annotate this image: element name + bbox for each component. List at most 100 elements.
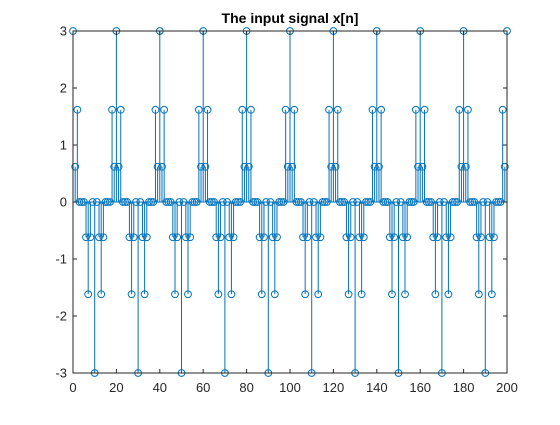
stem-marker — [429, 233, 438, 242]
stem-marker — [418, 162, 427, 171]
stem-marker — [138, 233, 147, 242]
x-tick-label: 160 — [409, 380, 431, 395]
stem-marker — [212, 233, 221, 242]
stem-marker — [197, 162, 205, 171]
stem-marker — [145, 198, 153, 206]
stem-marker — [153, 162, 162, 171]
stem-marker — [151, 105, 160, 114]
axes-frame — [72, 30, 508, 374]
stem-marker — [294, 198, 303, 206]
stem-marker — [158, 162, 166, 171]
stem-marker — [140, 290, 149, 299]
stem-marker — [303, 233, 312, 242]
stem-marker — [95, 233, 103, 242]
stem-marker — [468, 198, 477, 206]
stem-marker — [500, 162, 509, 171]
stem-marker — [231, 198, 240, 206]
stem-marker — [132, 198, 140, 206]
stem-marker — [160, 105, 169, 114]
stem-marker — [255, 233, 264, 242]
stem-marker — [273, 233, 281, 242]
stem-marker — [205, 198, 214, 206]
stem-marker — [201, 162, 210, 171]
stem-marker — [110, 162, 119, 171]
stem-marker — [270, 290, 279, 299]
stem-marker — [125, 233, 134, 242]
stem-marker — [492, 198, 501, 206]
stem-marker — [370, 162, 379, 171]
stem-marker — [257, 290, 266, 299]
stem-marker — [136, 198, 145, 206]
x-tick-label: 200 — [496, 380, 518, 395]
stem-marker — [194, 105, 203, 114]
stem-marker — [487, 290, 496, 299]
y-tick-label: -1 — [55, 252, 67, 267]
stem-marker — [396, 198, 405, 206]
stem-marker — [479, 198, 488, 206]
stem-marker — [299, 233, 307, 242]
y-tick-label: -3 — [55, 366, 67, 381]
stem-marker — [385, 233, 394, 242]
stem-marker — [340, 198, 349, 206]
stem-marker — [214, 290, 223, 299]
stem-marker — [485, 233, 494, 242]
stem-marker — [407, 198, 416, 206]
stem-marker — [314, 290, 323, 299]
stem-marker — [368, 105, 377, 114]
stem-marker — [338, 198, 346, 206]
stem-marker — [494, 198, 503, 206]
x-tick-label: 60 — [196, 380, 210, 395]
stem-marker — [147, 198, 156, 206]
stem-marker — [84, 290, 93, 299]
y-tick-label: 2 — [60, 81, 67, 96]
stem-marker — [281, 105, 290, 114]
stem-marker — [288, 162, 297, 171]
stem-marker — [268, 233, 277, 242]
stem-marker — [229, 233, 238, 242]
stem-marker — [357, 290, 366, 299]
stem-marker — [251, 198, 260, 206]
stem-marker — [116, 105, 125, 114]
stem-marker — [190, 198, 199, 206]
stem-marker — [71, 162, 80, 171]
stem-marker — [409, 198, 418, 206]
stem-marker — [466, 198, 475, 206]
stem-marker — [383, 198, 392, 206]
stem-marker — [186, 233, 195, 242]
stem-marker — [490, 233, 498, 242]
stem-marker — [149, 198, 158, 206]
stem-marker — [457, 162, 466, 171]
stem-marker — [262, 198, 271, 206]
stem-marker — [435, 198, 444, 206]
stem-marker — [498, 105, 507, 114]
stem-marker — [238, 105, 247, 114]
stem-marker — [444, 290, 453, 299]
stem-marker — [379, 198, 388, 206]
stem-marker — [249, 198, 258, 206]
stem-marker — [446, 233, 455, 242]
stem-marker — [411, 105, 420, 114]
stem-marker — [114, 162, 123, 171]
stem-marker — [227, 290, 236, 299]
stem-marker — [461, 162, 470, 171]
stem-marker — [236, 198, 244, 206]
stem-marker — [283, 162, 292, 171]
stem-marker — [390, 233, 399, 242]
stem-marker — [440, 198, 448, 206]
stem-marker — [171, 290, 179, 299]
stem-marker — [247, 105, 255, 114]
stem-marker — [210, 198, 218, 206]
stem-marker — [401, 290, 409, 299]
stem-marker — [292, 198, 301, 206]
stem-marker — [477, 233, 485, 242]
stem-marker — [483, 198, 492, 206]
stem-marker — [203, 105, 212, 114]
stem-marker — [240, 162, 249, 171]
x-axis-ticks: 0 20 40 60 80 100 120 140 160 180 200 — [69, 31, 518, 395]
x-tick-label: 80 — [239, 380, 253, 395]
stem-marker — [225, 233, 234, 242]
stem-marker — [127, 290, 136, 299]
stem-marker — [179, 198, 188, 206]
stem-marker — [119, 198, 127, 206]
stem-marker — [207, 198, 216, 206]
